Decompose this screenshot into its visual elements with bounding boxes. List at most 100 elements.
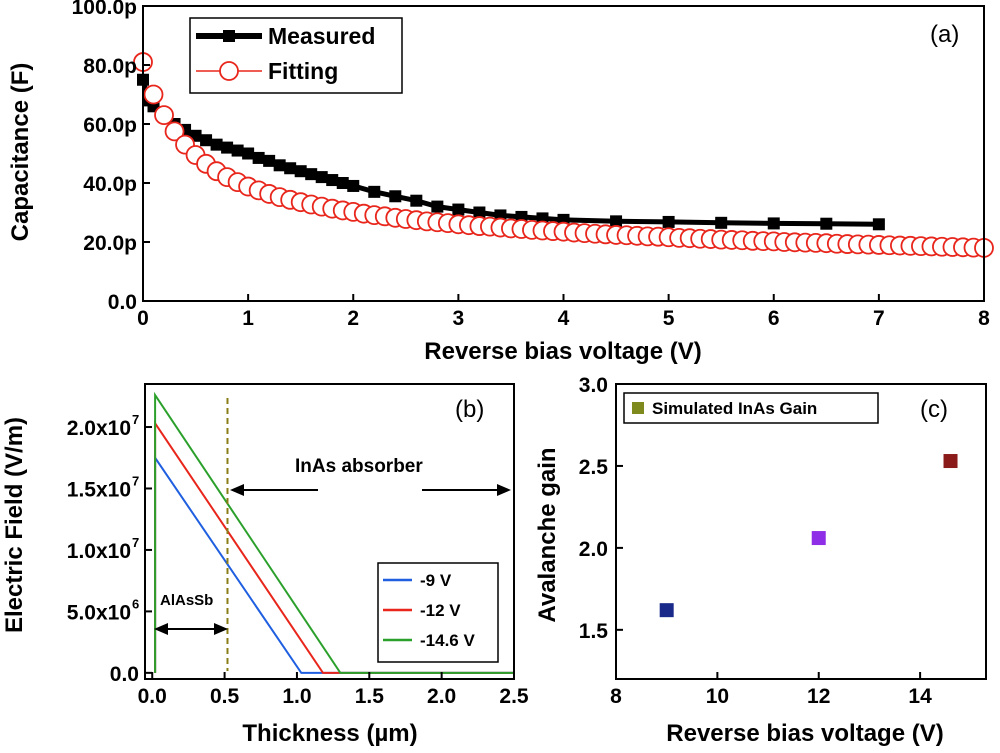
measured-point — [315, 171, 328, 184]
measured-point — [389, 190, 402, 203]
panel-a-xtick-label: 8 — [978, 307, 990, 330]
panel-c-legend-box — [623, 392, 879, 424]
panel-a-legend: Measured Fitting — [189, 17, 403, 94]
panel-c-ytick-label: 3.0 — [579, 374, 608, 397]
panel-a-letter: (a) — [930, 21, 959, 48]
measured-point — [200, 134, 213, 147]
fitting-point — [143, 84, 164, 105]
absorber-annotation: InAs absorber — [295, 456, 423, 477]
measured-point — [326, 174, 339, 187]
gain-point — [811, 531, 826, 546]
panel-a-xtick-label: 7 — [873, 307, 885, 330]
measured-point — [179, 123, 192, 136]
panel-a-ytick-label: 100.0p — [72, 0, 137, 19]
panel-b-ytick-label: 2.0x10 — [67, 417, 131, 440]
panel-a-ytick-label: 0.0 — [108, 291, 137, 314]
panel-a-ytick-label: 20.0p — [83, 232, 137, 255]
panel-a-ytick-label: 40.0p — [83, 173, 137, 196]
barrier-annotation: AlAsSb — [160, 592, 213, 609]
panel-c-xtick-label: 12 — [807, 685, 830, 708]
measured-point — [610, 215, 623, 228]
measured-point — [410, 194, 423, 207]
panel-b-ytick-label: 0.0 — [110, 663, 139, 686]
legend-14-6v-label: -14.6 V — [420, 631, 475, 650]
measured-point — [767, 217, 780, 230]
panel-c-ytick-label: 1.5 — [579, 620, 609, 643]
measured-point — [305, 168, 318, 181]
panel-b-ytick-exponent: 7 — [132, 535, 139, 550]
measured-point — [231, 144, 244, 157]
barrier-arrow — [154, 623, 228, 635]
panel-b-ytick-label: 5.0x10 — [67, 601, 131, 624]
panel-b-ytick-exponent: 7 — [132, 473, 139, 488]
panel-b-xtick-label: 2.0 — [427, 685, 456, 708]
measured-point — [431, 200, 444, 213]
panel-b-xlabel: Thickness (µm) — [242, 720, 417, 747]
panel-a-xtick-label: 6 — [768, 307, 780, 330]
panel-c-xtick-label: 14 — [908, 685, 932, 708]
panel-a-ylabel: Capacitance (F) — [7, 63, 34, 242]
legend-9v-label: -9 V — [420, 571, 452, 590]
panel-a-xtick-label: 1 — [242, 307, 254, 330]
absorber-arrow-right — [422, 484, 511, 496]
measured-point — [715, 216, 728, 229]
panel-b-frame — [144, 383, 515, 680]
legend-fitting-marker — [219, 61, 239, 81]
panel-c-xtick-label: 10 — [706, 685, 729, 708]
panel-c-ytick-label: 2.0 — [579, 538, 608, 561]
measured-point — [473, 206, 486, 219]
panel-a-xtick-label: 2 — [347, 307, 359, 330]
panel-c-ticks: 8 10 12 14 1.5 2.0 2.5 3.0 — [579, 374, 932, 708]
panel-a: 0 1 2 3 4 5 6 7 8 0.0 20.0p 40.0p 60.0p 80.0p 100.0p R… — [7, 0, 994, 365]
legend-measured-marker — [223, 30, 235, 42]
panel-b-letter: (b) — [455, 396, 484, 423]
panel-b-legend: -9 V -12 V -14.6 V — [377, 562, 499, 663]
measured-point — [872, 218, 885, 231]
panel-c: 8 10 12 14 1.5 2.0 2.5 3.0 Reverse bias voltage… — [534, 374, 987, 747]
absorber-arrow-left — [230, 484, 318, 496]
panel-b-ytick-label: 1.0x10 — [67, 540, 131, 563]
legend-fitting-label: Fitting — [268, 58, 338, 84]
panel-b-xtick-label: 1.0 — [282, 685, 311, 708]
measured-point — [347, 179, 360, 192]
panel-a-ytick-label: 60.0p — [83, 114, 137, 137]
measured-point — [452, 203, 465, 216]
measured-point — [273, 159, 286, 172]
fitting-point — [164, 121, 185, 142]
panel-a-xtick-label: 5 — [663, 307, 675, 330]
legend-simulated-gain-marker — [632, 402, 644, 414]
panel-c-xlabel: Reverse bias voltage (V) — [666, 720, 943, 747]
panel-b-ylabel: Electric Field (V/m) — [1, 417, 28, 633]
panel-c-legend: Simulated InAs Gain — [623, 392, 879, 424]
field-series-line — [154, 391, 514, 674]
panel-c-letter: (c) — [920, 396, 948, 423]
panel-b-ytick-label: 1.5x10 — [67, 478, 131, 501]
measured-point — [820, 217, 833, 230]
fitting-point — [154, 105, 174, 126]
panel-a-ytick-label: 80.0p — [83, 55, 137, 78]
legend-simulated-gain-label: Simulated InAs Gain — [652, 399, 817, 418]
panel-b-ticks: 0.0 0.5 1.0 1.5 2.0 2.50.05.0x10 61.0x10 71.5x1… — [67, 412, 529, 708]
measured-point — [294, 165, 307, 178]
gain-point — [943, 454, 958, 469]
measured-point — [242, 147, 255, 160]
panel-b-ytick-exponent: 7 — [132, 412, 139, 427]
panel-b-xtick-label: 1.5 — [355, 685, 385, 708]
panel-a-xlabel: Reverse bias voltage (V) — [424, 338, 701, 365]
measured-point — [210, 138, 223, 151]
gain-point — [659, 603, 674, 618]
panel-c-xtick-label: 8 — [610, 685, 622, 708]
legend-measured-label: Measured — [268, 23, 375, 49]
panel-c-marks — [659, 454, 958, 618]
panel-a-xtick-label: 0 — [137, 307, 149, 330]
panel-a-ticks: 0 1 2 3 4 5 6 7 8 0.0 20.0p 40.0p 60.0p 80.0p 100.0p — [72, 0, 991, 330]
panel-b: 0.0 0.5 1.0 1.5 2.0 2.50.05.0x10 61.0x10 71.5x1… — [1, 383, 529, 747]
panel-c-ytick-label: 2.5 — [579, 456, 609, 479]
measured-point — [336, 177, 349, 189]
panel-c-ylabel: Avalanche gain — [534, 447, 561, 622]
measured-point — [252, 151, 265, 164]
panel-b-marks — [154, 391, 514, 674]
panel-c-frame — [615, 383, 987, 680]
panel-a-xtick-label: 3 — [453, 307, 465, 330]
